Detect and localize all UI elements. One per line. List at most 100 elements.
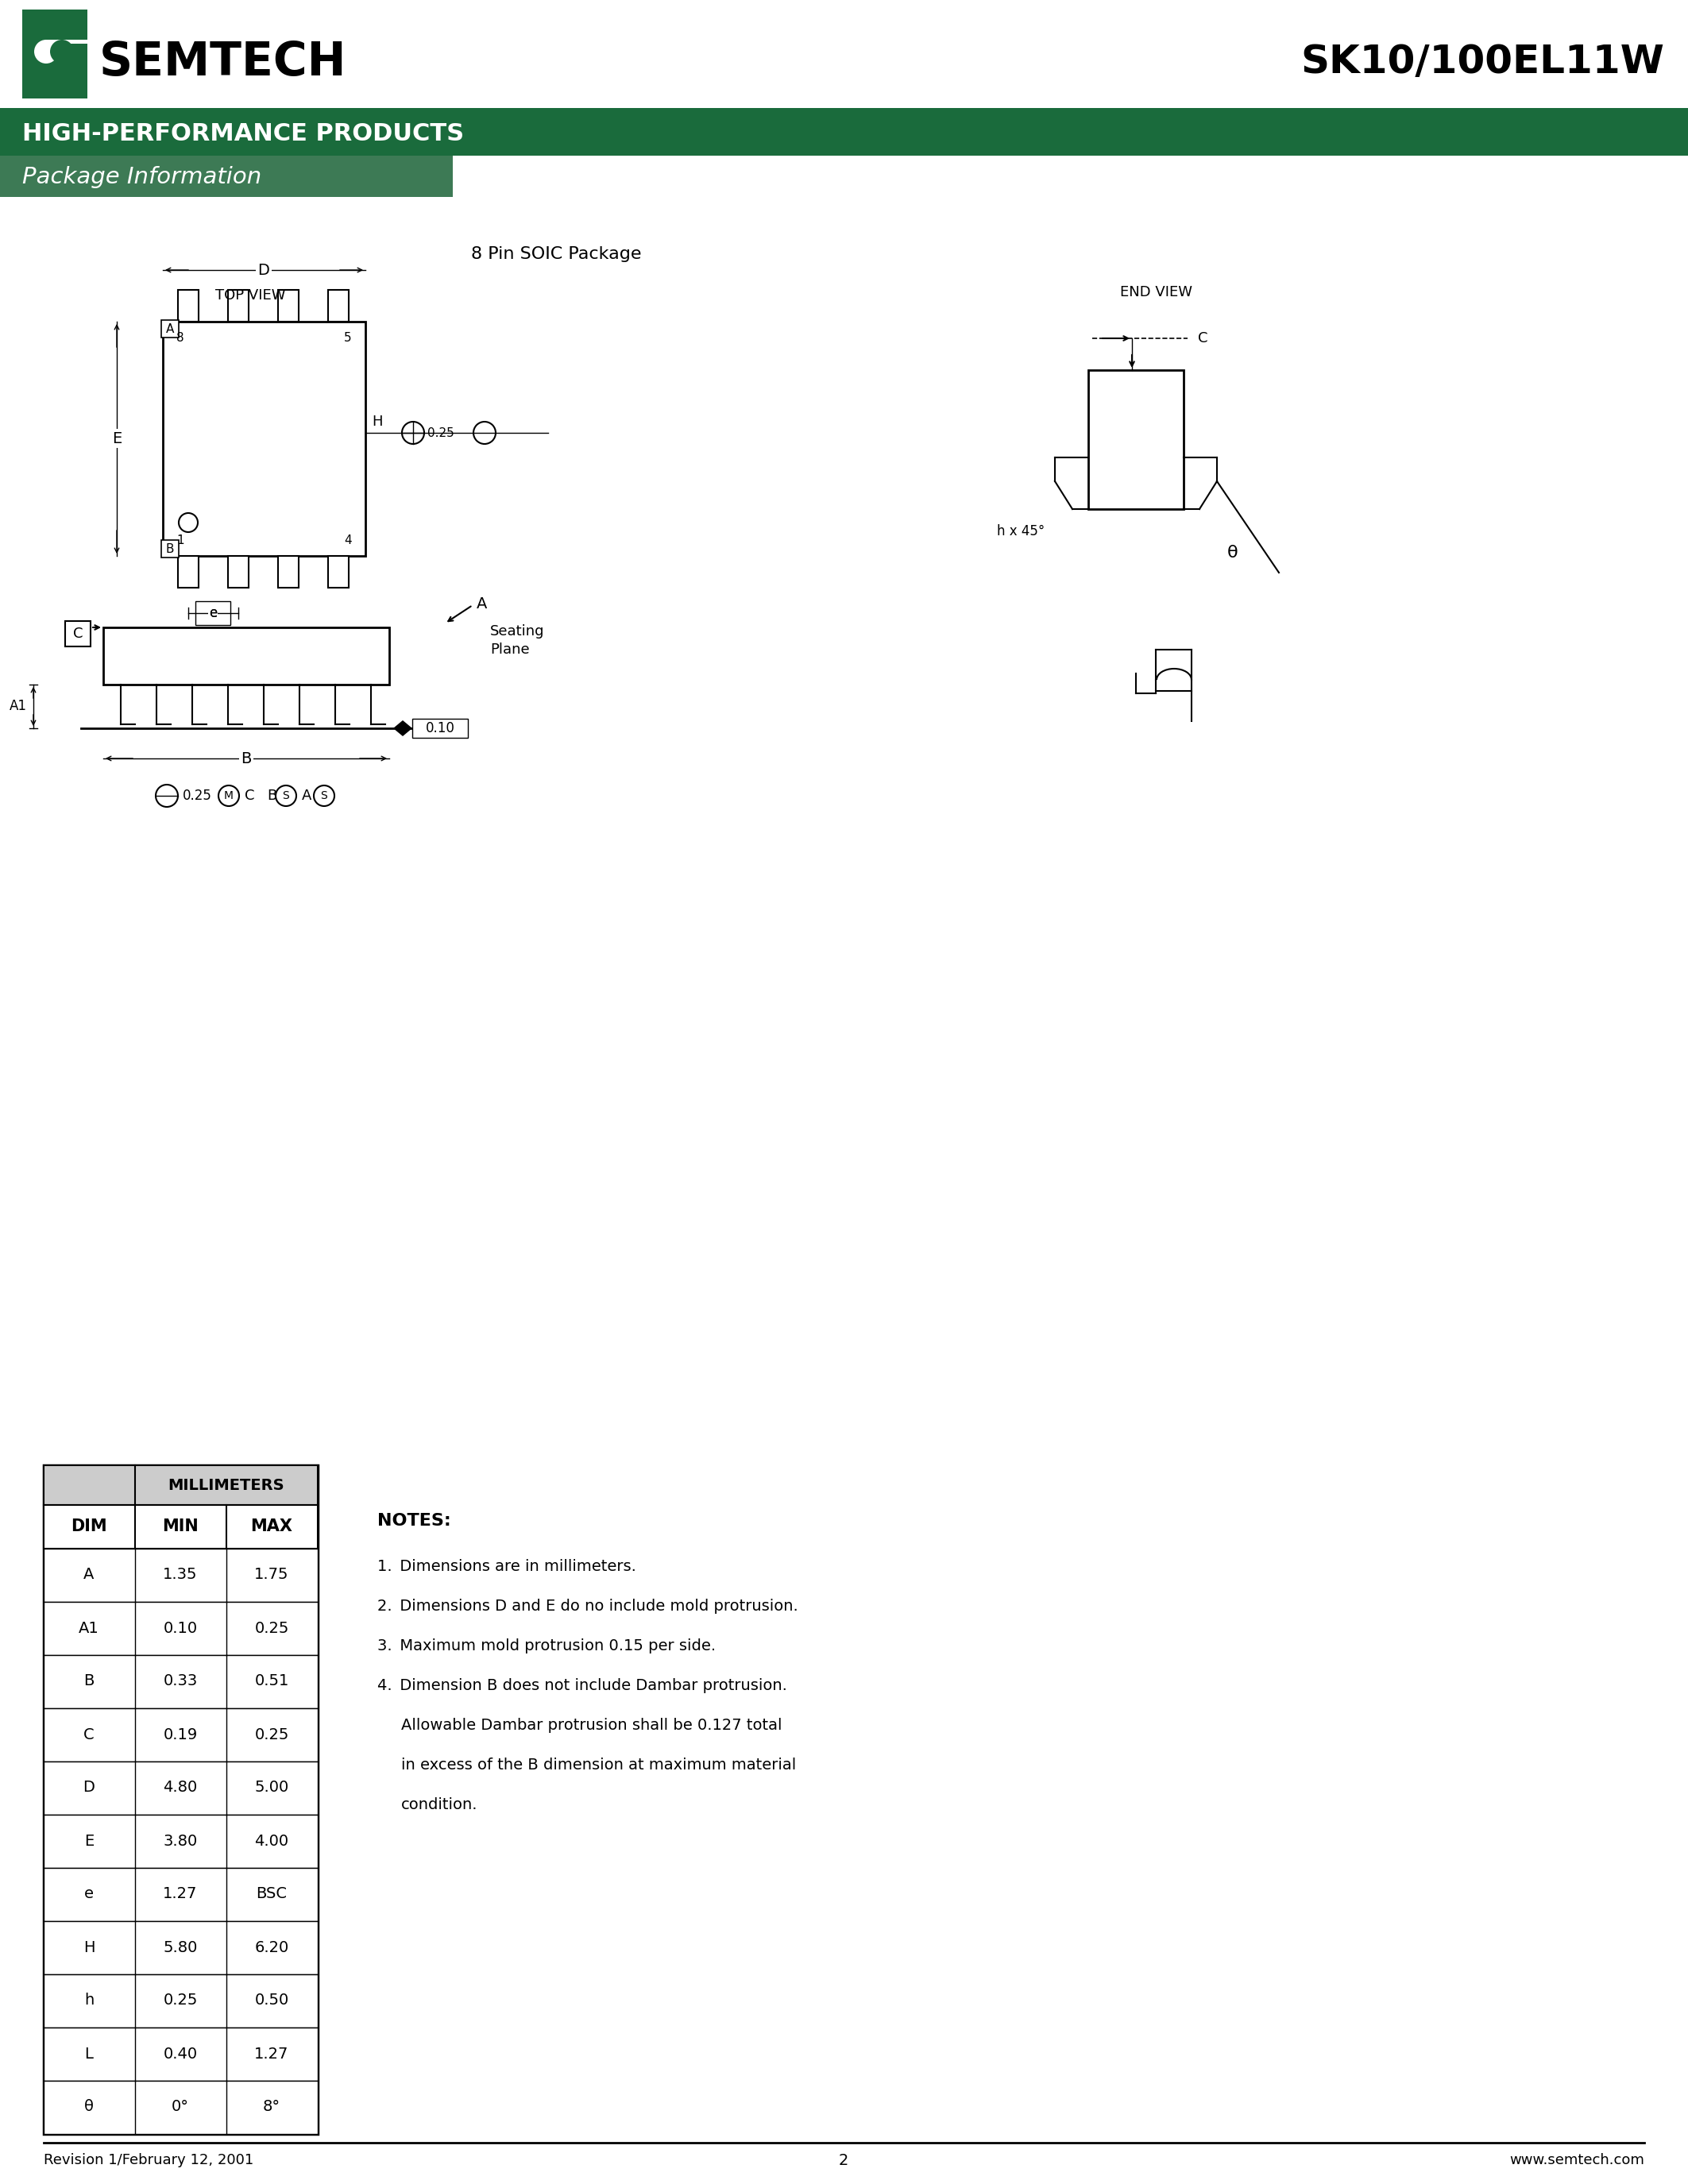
Text: 0.25: 0.25 <box>255 1728 289 1743</box>
Text: 4: 4 <box>344 535 351 546</box>
Bar <box>44 1708 317 1762</box>
Bar <box>44 1922 317 1974</box>
Text: D: D <box>83 1780 95 1795</box>
Bar <box>279 290 299 321</box>
Text: 8 Pin SOIC Package: 8 Pin SOIC Package <box>471 247 641 262</box>
Text: L: L <box>84 2046 93 2062</box>
Text: 5: 5 <box>344 332 351 343</box>
Text: C: C <box>84 1728 95 1743</box>
Bar <box>44 1867 317 1922</box>
Text: A: A <box>165 323 174 334</box>
Text: 4.80: 4.80 <box>164 1780 197 1795</box>
Bar <box>66 620 91 646</box>
Text: 3. Maximum mold protrusion 0.15 per side.: 3. Maximum mold protrusion 0.15 per side… <box>378 1638 716 1653</box>
Text: e: e <box>209 605 218 620</box>
Text: θ: θ <box>84 2099 95 2114</box>
Bar <box>177 290 199 321</box>
Polygon shape <box>22 9 88 98</box>
Bar <box>44 2081 317 2134</box>
Text: 8: 8 <box>177 332 184 343</box>
Text: SK10/100EL11W: SK10/100EL11W <box>1300 44 1664 81</box>
Text: B: B <box>267 788 277 804</box>
Bar <box>44 1655 317 1708</box>
Text: B: B <box>165 544 174 555</box>
Text: A1: A1 <box>10 699 27 714</box>
Text: 4. Dimension B does not include Dambar protrusion.: 4. Dimension B does not include Dambar p… <box>378 1677 787 1693</box>
Bar <box>44 2027 317 2081</box>
Bar <box>327 290 349 321</box>
Text: Revision 1/February 12, 2001: Revision 1/February 12, 2001 <box>44 2153 253 2167</box>
Text: MAX: MAX <box>250 1518 292 1535</box>
Text: h x 45°: h x 45° <box>996 524 1045 539</box>
Text: www.semtech.com: www.semtech.com <box>1509 2153 1644 2167</box>
Text: 1: 1 <box>177 535 184 546</box>
Text: M: M <box>225 791 233 802</box>
Text: DIM: DIM <box>71 1518 106 1535</box>
Circle shape <box>51 39 74 63</box>
Text: e: e <box>84 1887 95 1902</box>
Bar <box>162 539 179 557</box>
Text: Plane: Plane <box>490 642 530 657</box>
Text: A: A <box>302 788 312 804</box>
Text: 0.33: 0.33 <box>164 1673 197 1688</box>
Text: C: C <box>1198 332 1209 345</box>
Polygon shape <box>22 63 88 98</box>
Text: 0.25: 0.25 <box>427 426 454 439</box>
Text: h: h <box>84 1994 95 2007</box>
Text: 1.27: 1.27 <box>164 1887 197 1902</box>
Bar <box>0 107 1688 155</box>
Text: 8°: 8° <box>263 2099 280 2114</box>
Text: 1. Dimensions are in millimeters.: 1. Dimensions are in millimeters. <box>378 1559 636 1575</box>
Circle shape <box>34 39 57 63</box>
Text: 0°: 0° <box>172 2099 189 2114</box>
Text: 3.80: 3.80 <box>164 1832 197 1848</box>
Bar <box>22 9 88 98</box>
Text: H: H <box>371 415 383 428</box>
Bar <box>44 1548 317 1601</box>
Text: HIGH-PERFORMANCE PRODUCTS: HIGH-PERFORMANCE PRODUCTS <box>22 122 464 144</box>
Text: 1.75: 1.75 <box>255 1568 289 1583</box>
Text: MIN: MIN <box>162 1518 199 1535</box>
Text: 5.80: 5.80 <box>164 1939 197 1955</box>
Bar <box>0 155 452 197</box>
Text: SEMTECH: SEMTECH <box>100 39 346 85</box>
Text: condition.: condition. <box>402 1797 478 1813</box>
Text: END VIEW: END VIEW <box>1119 286 1192 299</box>
Text: 0.25: 0.25 <box>182 788 213 804</box>
Bar <box>1089 369 1183 509</box>
Bar <box>228 290 248 321</box>
Text: C: C <box>245 788 255 804</box>
Bar <box>412 719 468 738</box>
Text: 2. Dimensions D and E do no include mold protrusion.: 2. Dimensions D and E do no include mold… <box>378 1599 798 1614</box>
Text: θ: θ <box>1227 544 1239 561</box>
Text: C: C <box>73 627 83 640</box>
Text: E: E <box>111 430 122 446</box>
Text: 0.10: 0.10 <box>425 721 454 736</box>
Text: 0.10: 0.10 <box>164 1621 197 1636</box>
Text: 0.40: 0.40 <box>164 2046 197 2062</box>
Bar <box>196 601 230 625</box>
Polygon shape <box>22 9 88 55</box>
Bar <box>44 1815 317 1867</box>
Text: 5.00: 5.00 <box>255 1780 289 1795</box>
Text: B: B <box>84 1673 95 1688</box>
Text: D: D <box>258 262 270 277</box>
Text: E: E <box>84 1832 95 1848</box>
Text: NOTES:: NOTES: <box>378 1514 451 1529</box>
Bar <box>44 1505 317 1548</box>
Bar <box>103 627 390 684</box>
Text: 0.25: 0.25 <box>255 1621 289 1636</box>
Polygon shape <box>393 721 412 736</box>
Text: Allowable Dambar protrusion shall be 0.127 total: Allowable Dambar protrusion shall be 0.1… <box>402 1719 782 1732</box>
Text: S: S <box>282 791 289 802</box>
Bar <box>327 557 349 587</box>
Bar <box>228 557 248 587</box>
Bar <box>162 321 179 339</box>
Text: 2: 2 <box>839 2153 849 2169</box>
Text: B: B <box>241 751 252 767</box>
Text: 6.20: 6.20 <box>255 1939 289 1955</box>
Text: BSC: BSC <box>257 1887 287 1902</box>
Text: e: e <box>209 605 218 620</box>
Text: 0.19: 0.19 <box>164 1728 197 1743</box>
Text: 1.27: 1.27 <box>255 2046 289 2062</box>
